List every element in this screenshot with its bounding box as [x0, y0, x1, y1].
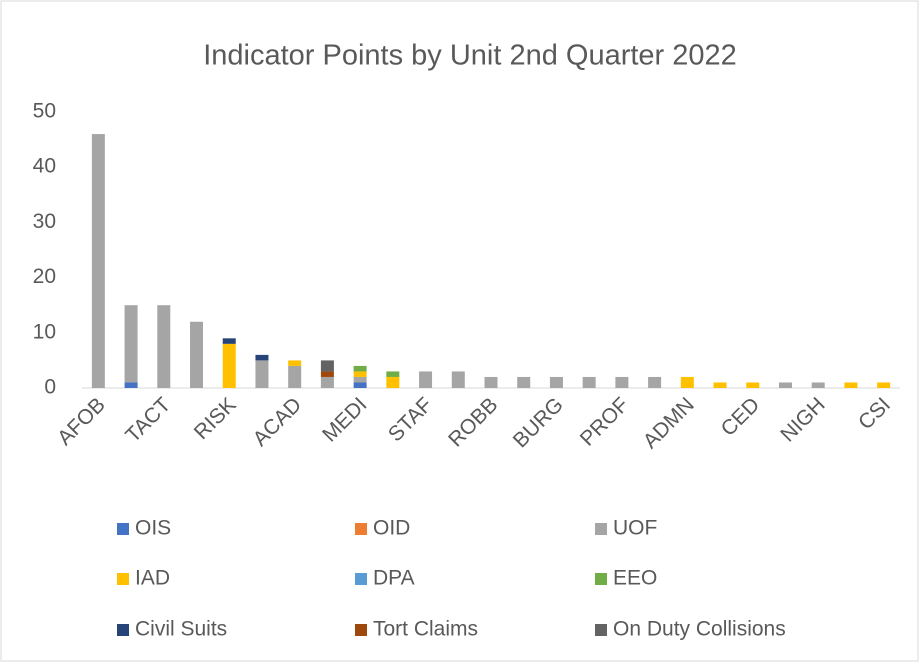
bar-segment [124, 382, 138, 388]
bar-segment [353, 371, 367, 377]
bar-segment [680, 376, 694, 388]
legend-swatch [117, 523, 129, 535]
legend-swatch [355, 573, 367, 585]
bar-segment [386, 371, 400, 377]
legend-label: UOF [613, 517, 657, 540]
bar-segment [386, 376, 400, 388]
y-tick-label: 20 [33, 265, 56, 288]
bar-segment [353, 382, 367, 388]
legend-label: Tort Claims [373, 618, 478, 641]
bar-segment [288, 360, 302, 366]
legend-label: OID [373, 517, 410, 540]
bar-segment [811, 382, 825, 388]
bar-segment [844, 382, 858, 388]
bar-segment [222, 343, 236, 388]
bar-segment [222, 338, 236, 344]
bar-segment [615, 376, 629, 388]
bar-segment [91, 134, 105, 388]
bar-segment [320, 360, 334, 372]
bar-segment [713, 382, 727, 388]
bar-segment [288, 365, 302, 388]
bar-segment [124, 305, 138, 383]
legend-label: EEO [613, 567, 657, 590]
bar-segment [190, 321, 204, 388]
bar-segment [517, 376, 531, 388]
bar-segment [582, 376, 596, 388]
bar-segment [451, 371, 465, 388]
chart-title: Indicator Points by Unit 2nd Quarter 202… [203, 40, 737, 72]
legend-swatch [595, 523, 607, 535]
bar-segment [255, 360, 269, 388]
legend-label: DPA [373, 567, 415, 590]
bar-segment [157, 305, 171, 388]
legend-label: Civil Suits [135, 618, 227, 641]
bar-segment [746, 382, 760, 388]
legend-swatch [355, 523, 367, 535]
legend-label: OIS [135, 517, 171, 540]
bar-segment [320, 371, 334, 377]
legend-label: IAD [135, 567, 170, 590]
bar-segment [648, 376, 662, 388]
y-tick-label: 50 [33, 100, 56, 123]
bar-segment [255, 354, 269, 361]
legend-label: On Duty Collisions [613, 618, 786, 641]
bar-segment [484, 376, 498, 388]
bar-segment [778, 382, 792, 388]
legend-swatch [595, 624, 607, 636]
legend-swatch [117, 573, 129, 585]
bar-segment [353, 365, 367, 372]
y-tick-label: 10 [33, 320, 56, 343]
legend-swatch [355, 624, 367, 636]
bar-segment [419, 371, 433, 388]
legend-swatch [117, 624, 129, 636]
bar-segment [877, 382, 891, 388]
bar-segment [353, 376, 367, 383]
bar-segment [549, 376, 563, 388]
legend-swatch [595, 573, 607, 585]
bar-segment [320, 376, 334, 388]
y-tick-label: 0 [44, 376, 56, 399]
y-tick-label: 30 [33, 210, 56, 233]
y-tick-label: 40 [33, 155, 56, 178]
